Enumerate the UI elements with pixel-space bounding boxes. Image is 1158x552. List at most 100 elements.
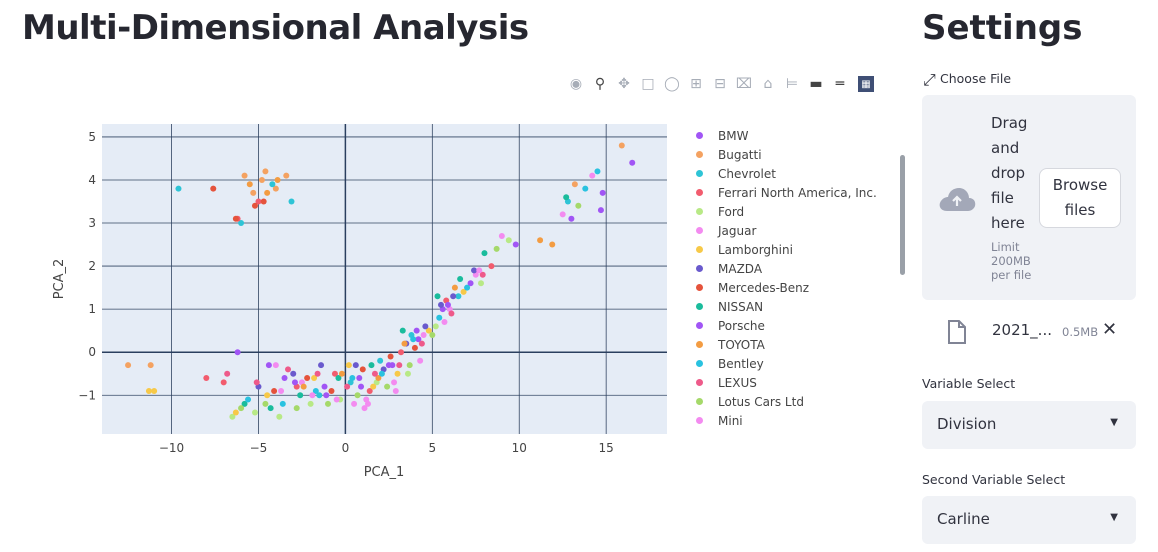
scatter-point xyxy=(318,362,325,369)
scatter-point xyxy=(479,271,486,278)
browse-files-button[interactable]: Browse files xyxy=(1039,168,1121,228)
scatter-point xyxy=(309,392,316,399)
scatter-point xyxy=(418,340,425,347)
scatter-point xyxy=(358,383,365,390)
legend-item[interactable]: Mini xyxy=(693,411,877,430)
legend-marker xyxy=(696,398,703,405)
y-tick-label: −1 xyxy=(78,388,96,402)
legend-label: NISSAN xyxy=(718,299,764,314)
x-tick-labels: −10 −5 0 5 10 15 xyxy=(159,441,614,455)
scatter-point xyxy=(314,370,321,377)
y-axis-label: PCA_2 xyxy=(52,259,67,300)
legend-label: BMW xyxy=(718,128,749,143)
scatter-point xyxy=(394,370,401,377)
variable-select-value: Division xyxy=(937,415,997,433)
chevron-down-icon: ▼ xyxy=(1110,512,1118,523)
box-select-icon[interactable]: □ xyxy=(641,76,655,92)
scatter-point xyxy=(471,267,478,274)
legend-item[interactable]: NISSAN xyxy=(693,297,877,316)
legend-item[interactable]: Porsche xyxy=(693,316,877,335)
scatter-point xyxy=(331,370,338,377)
remove-file-icon[interactable]: ✕ xyxy=(1102,319,1118,340)
legend-item[interactable]: Bentley xyxy=(693,354,877,373)
second-variable-select-label: Second Variable Select xyxy=(922,472,1066,487)
scatter-point xyxy=(232,215,239,222)
scatter-point xyxy=(448,310,455,317)
scatter-point xyxy=(279,400,286,407)
scatter-point xyxy=(260,198,267,205)
expand-icon[interactable]: ⤢ xyxy=(923,70,936,89)
legend-item[interactable]: Ford xyxy=(693,202,877,221)
pan-icon[interactable]: ✥ xyxy=(618,76,630,92)
legend-label: Bugatti xyxy=(718,147,762,162)
scatter-point xyxy=(368,362,375,369)
scatter-point xyxy=(384,383,391,390)
x-tick-label: 0 xyxy=(342,441,350,455)
scatter-point xyxy=(265,362,272,369)
legend-item[interactable]: Bugatti xyxy=(693,145,877,164)
scatter-point xyxy=(272,185,279,192)
scatter-point xyxy=(271,387,278,394)
scatter-point xyxy=(450,293,457,300)
scatter-point xyxy=(338,370,345,377)
zoom-in-icon[interactable]: ⊞ xyxy=(690,76,702,92)
zoom-icon[interactable]: ⚲ xyxy=(594,76,606,92)
scatter-point xyxy=(361,405,368,412)
legend-item[interactable]: Lotus Cars Ltd xyxy=(693,392,877,411)
scatter-point xyxy=(251,409,258,416)
reset-axes-icon[interactable]: ⌂ xyxy=(763,76,773,92)
scatter-point xyxy=(429,331,436,338)
scatter-point xyxy=(311,375,318,382)
scatter-point xyxy=(264,392,271,399)
autoscale-icon[interactable]: ⌧ xyxy=(735,76,753,92)
lasso-select-icon[interactable]: ◯ xyxy=(664,76,680,92)
scatter-point xyxy=(391,379,398,386)
legend-item[interactable]: BMW xyxy=(693,126,877,145)
scatter-point xyxy=(354,392,361,399)
scatter-point xyxy=(377,357,384,364)
main-scrollbar[interactable] xyxy=(900,155,905,275)
chart-legend[interactable]: BMW Bugatti Chevrolet Ferrari North America… xyxy=(693,126,877,430)
legend-marker xyxy=(696,360,703,367)
legend-item[interactable]: Mercedes-Benz xyxy=(693,278,877,297)
legend-item[interactable]: Lamborghini xyxy=(693,240,877,259)
scatter-point xyxy=(378,370,385,377)
hover-compare-icon[interactable]: ═ xyxy=(835,76,845,92)
zoom-out-icon[interactable]: ⊟ xyxy=(714,76,726,92)
scatter-point xyxy=(147,362,154,369)
legend-label: TOYOTA xyxy=(718,337,765,352)
legend-item[interactable]: Ferrari North America, Inc. xyxy=(693,183,877,202)
legend-item[interactable]: LEXUS xyxy=(693,373,877,392)
legend-item[interactable]: Jaguar xyxy=(693,221,877,240)
data-points xyxy=(125,142,636,420)
scatter-point xyxy=(404,370,411,377)
scatter-point xyxy=(417,357,424,364)
scatter-point xyxy=(246,181,253,188)
file-dropzone[interactable]: Drag and drop file here Limit 200MB per … xyxy=(922,95,1136,300)
camera-icon[interactable]: ◉ xyxy=(569,76,583,92)
scatter-point xyxy=(250,189,257,196)
legend-item[interactable]: MAZDA xyxy=(693,259,877,278)
scatter-point xyxy=(285,366,292,373)
spike-lines-icon[interactable]: ⊨ xyxy=(785,76,799,92)
variable-select[interactable]: Division ▼ xyxy=(922,401,1136,449)
hover-closest-icon[interactable]: ▬ xyxy=(809,76,823,92)
scatter-point xyxy=(312,387,319,394)
scatter-point xyxy=(323,392,330,399)
legend-label: Jaguar xyxy=(718,223,757,238)
legend-item[interactable]: TOYOTA xyxy=(693,335,877,354)
x-axis-label: PCA_1 xyxy=(364,465,405,480)
legend-label: Ferrari North America, Inc. xyxy=(718,185,877,200)
scatter-point xyxy=(436,314,443,321)
cloud-upload-icon xyxy=(939,188,976,211)
second-variable-select[interactable]: Carline ▼ xyxy=(922,496,1136,544)
scatter-point xyxy=(307,400,314,407)
scatter-point xyxy=(274,176,281,183)
file-uploader-label: Choose File xyxy=(940,71,1012,86)
scatter-point xyxy=(345,362,352,369)
legend-marker xyxy=(696,151,703,158)
scatter-point xyxy=(304,375,311,382)
plotly-logo-icon[interactable]: ▦ xyxy=(858,76,874,92)
legend-item[interactable]: Chevrolet xyxy=(693,164,877,183)
